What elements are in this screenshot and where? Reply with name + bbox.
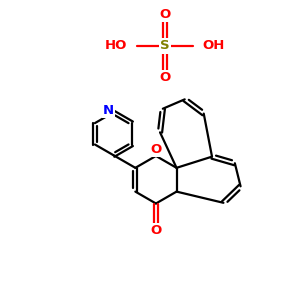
Text: HO: HO — [105, 40, 127, 52]
Text: S: S — [160, 40, 170, 52]
Text: O: O — [150, 143, 162, 156]
Text: OH: OH — [202, 40, 225, 52]
Text: O: O — [159, 71, 170, 84]
Text: N: N — [103, 104, 114, 117]
Text: O: O — [150, 224, 162, 237]
Text: O: O — [159, 8, 170, 21]
